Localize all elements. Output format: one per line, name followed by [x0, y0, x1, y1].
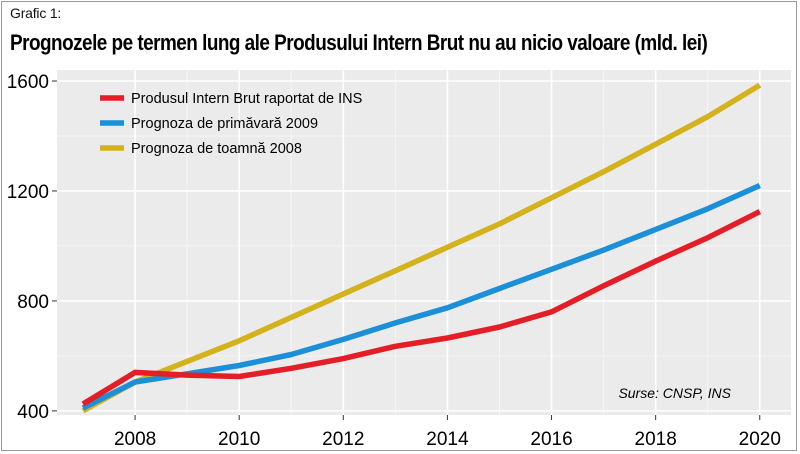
- axes: 400 800 1200 1600 2008 2010 2012 2014 2016 2018 20…: [7, 72, 781, 450]
- series-line: [81, 209, 762, 407]
- legend-label: Prognoza de toamnă 2008: [131, 141, 302, 157]
- series-line: [81, 82, 762, 414]
- series-lines: [81, 82, 762, 414]
- y-tick-label: 1600: [7, 72, 49, 93]
- x-tick-label: 2016: [530, 429, 572, 450]
- source-note: Surse: CNSP, INS: [618, 385, 731, 401]
- y-tick-label: 1200: [7, 182, 49, 203]
- figure-label: Grafic 1:: [10, 5, 62, 21]
- y-tick-label: 400: [17, 402, 49, 423]
- legend-label: Prognoza de primăvară 2009: [131, 116, 318, 132]
- x-tick-label: 2018: [635, 429, 677, 450]
- y-tick-label: 800: [17, 292, 49, 313]
- legend: Produsul Intern Brut raportat de INS Prog…: [100, 91, 362, 157]
- x-tick-label: 2008: [114, 429, 156, 450]
- grid-lines: [57, 70, 791, 415]
- series-line: [81, 182, 761, 411]
- x-tick-label: 2020: [739, 429, 781, 450]
- x-tick-label: 2010: [218, 429, 260, 450]
- x-tick-label: 2014: [426, 429, 469, 450]
- chart-title: Prognozele pe termen lung ale Produsului…: [10, 30, 708, 55]
- plot-area: [57, 70, 791, 415]
- x-tick-label: 2012: [322, 429, 364, 450]
- legend-label: Produsul Intern Brut raportat de INS: [131, 91, 362, 107]
